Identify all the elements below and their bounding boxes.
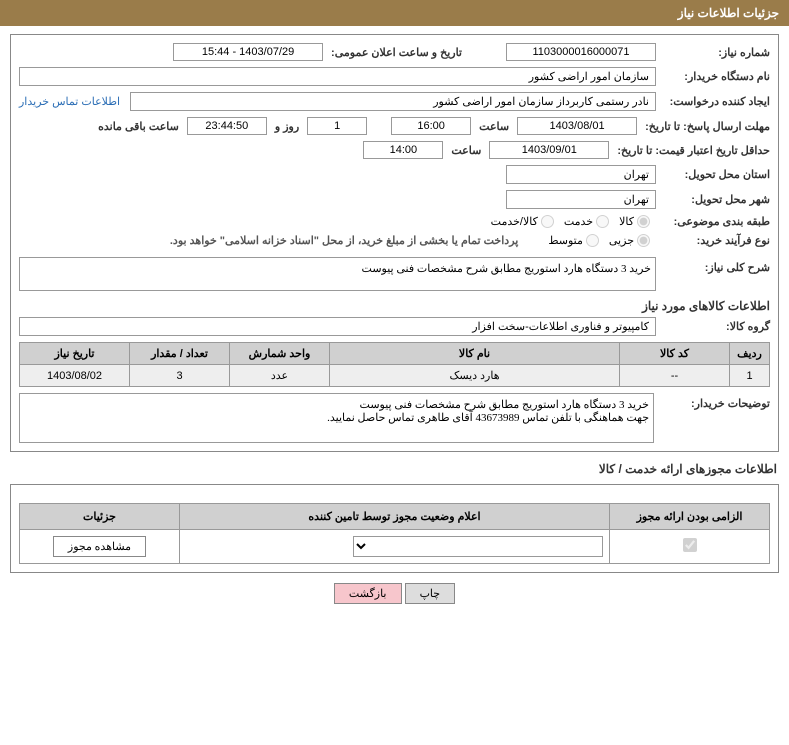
perm-status-select[interactable] bbox=[353, 536, 603, 557]
radio-small: جزیی bbox=[609, 234, 650, 247]
time-label-1: ساعت bbox=[479, 120, 509, 133]
row-overall-desc: شرح کلی نیاز: bbox=[19, 257, 770, 291]
radio-small-input bbox=[637, 234, 650, 247]
page-header: جزئیات اطلاعات نیاز bbox=[0, 0, 789, 26]
row-buyer-desc: توضیحات خریدار: bbox=[19, 393, 770, 443]
th-code: کد کالا bbox=[620, 343, 730, 365]
remaining-label: ساعت باقی مانده bbox=[98, 120, 179, 133]
radio-goods-input bbox=[637, 215, 650, 228]
row-category: طبقه بندی موضوعی: کالا خدمت کالا/خدمت bbox=[19, 215, 770, 228]
requester-label: ایجاد کننده درخواست: bbox=[660, 95, 770, 108]
row-need-number: شماره نیاز: 1103000016000071 تاریخ و ساع… bbox=[19, 43, 770, 61]
row-process: نوع فرآیند خرید: جزیی متوسط پرداخت تمام … bbox=[19, 234, 770, 247]
td-unit: عدد bbox=[230, 365, 330, 387]
days-value: 1 bbox=[307, 117, 367, 135]
requester-value: نادر رستمی کاربرداز سازمان امور اراضی کش… bbox=[130, 92, 656, 111]
row-delivery-city: شهر محل تحویل: تهران bbox=[19, 190, 770, 209]
td-name: هارد دیسک bbox=[330, 365, 620, 387]
table-row: 1 -- هارد دیسک عدد 3 1403/08/02 bbox=[20, 365, 770, 387]
perm-status-cell bbox=[180, 530, 610, 564]
td-qty: 3 bbox=[130, 365, 230, 387]
radio-service-label: خدمت bbox=[564, 215, 593, 228]
td-date: 1403/08/02 bbox=[20, 365, 130, 387]
goods-table: ردیف کد کالا نام کالا واحد شمارش تعداد /… bbox=[19, 342, 770, 387]
payment-note: پرداخت تمام یا بخشی از مبلغ خرید، از محل… bbox=[170, 234, 518, 247]
permissions-table: الزامی بودن ارائه مجوز اعلام وضعیت مجوز … bbox=[19, 503, 770, 564]
response-date-value: 1403/08/01 bbox=[517, 117, 637, 135]
need-number-label: شماره نیاز: bbox=[660, 46, 770, 59]
back-button[interactable]: بازگشت bbox=[334, 583, 402, 604]
response-deadline-label: مهلت ارسال پاسخ: تا تاریخ: bbox=[641, 120, 770, 133]
footer-buttons: چاپ بازگشت bbox=[0, 583, 789, 604]
radio-goods-label: کالا bbox=[619, 215, 634, 228]
th-date: تاریخ نیاز bbox=[20, 343, 130, 365]
row-buyer-org: نام دستگاه خریدار: سازمان امور اراضی کشو… bbox=[19, 67, 770, 86]
radio-service: خدمت bbox=[564, 215, 609, 228]
min-validity-label: حداقل تاریخ اعتبار قیمت: تا تاریخ: bbox=[613, 144, 770, 157]
buyer-desc-text bbox=[19, 393, 654, 443]
day-and-label: روز و bbox=[275, 120, 299, 133]
response-time-value: 16:00 bbox=[391, 117, 471, 135]
main-section: شماره نیاز: 1103000016000071 تاریخ و ساع… bbox=[10, 34, 779, 452]
perm-th-status: اعلام وضعیت مجوز توسط تامین کننده bbox=[180, 504, 610, 530]
radio-medium: متوسط bbox=[548, 234, 599, 247]
th-name: نام کالا bbox=[330, 343, 620, 365]
permissions-section: الزامی بودن ارائه مجوز اعلام وضعیت مجوز … bbox=[10, 484, 779, 573]
row-delivery-province: استان محل تحویل: تهران bbox=[19, 165, 770, 184]
goods-group-value: کامپیوتر و فناوری اطلاعات-سخت افزار bbox=[19, 317, 656, 336]
delivery-city-value: تهران bbox=[506, 190, 656, 209]
row-requester: ایجاد کننده درخواست: نادر رستمی کاربرداز… bbox=[19, 92, 770, 111]
td-row: 1 bbox=[730, 365, 770, 387]
th-unit: واحد شمارش bbox=[230, 343, 330, 365]
min-validity-time: 14:00 bbox=[363, 141, 443, 159]
process-label: نوع فرآیند خرید: bbox=[660, 234, 770, 247]
buyer-org-label: نام دستگاه خریدار: bbox=[660, 70, 770, 83]
permissions-title: اطلاعات مجوزهای ارائه خدمت / کالا bbox=[0, 462, 777, 476]
row-min-validity: حداقل تاریخ اعتبار قیمت: تا تاریخ: 1403/… bbox=[19, 141, 770, 159]
row-response-deadline: مهلت ارسال پاسخ: تا تاریخ: 1403/08/01 سا… bbox=[19, 117, 770, 135]
delivery-province-label: استان محل تحویل: bbox=[660, 168, 770, 181]
td-code: -- bbox=[620, 365, 730, 387]
page-title: جزئیات اطلاعات نیاز bbox=[678, 6, 779, 20]
announce-label: تاریخ و ساعت اعلان عمومی: bbox=[331, 46, 462, 59]
radio-small-label: جزیی bbox=[609, 234, 634, 247]
radio-medium-label: متوسط bbox=[548, 234, 583, 247]
buyer-org-value: سازمان امور اراضی کشور bbox=[19, 67, 656, 86]
buyer-desc-label: توضیحات خریدار: bbox=[660, 393, 770, 410]
perm-details-cell: مشاهده مجوز bbox=[20, 530, 180, 564]
print-button[interactable]: چاپ bbox=[405, 583, 456, 604]
perm-mandatory-cell bbox=[610, 530, 770, 564]
delivery-city-label: شهر محل تحویل: bbox=[660, 193, 770, 206]
buyer-contact-link[interactable]: اطلاعات تماس خریدار bbox=[19, 95, 120, 108]
radio-medium-input bbox=[586, 234, 599, 247]
overall-desc-text bbox=[19, 257, 656, 291]
th-row: ردیف bbox=[730, 343, 770, 365]
delivery-province-value: تهران bbox=[506, 165, 656, 184]
perm-row: مشاهده مجوز bbox=[20, 530, 770, 564]
perm-th-details: جزئیات bbox=[20, 504, 180, 530]
need-number-value: 1103000016000071 bbox=[506, 43, 656, 61]
th-qty: تعداد / مقدار bbox=[130, 343, 230, 365]
perm-mandatory-checkbox bbox=[683, 538, 697, 552]
row-goods-group: گروه کالا: کامپیوتر و فناوری اطلاعات-سخت… bbox=[19, 317, 770, 336]
radio-goods-service: کالا/خدمت bbox=[491, 215, 554, 228]
time-label-2: ساعت bbox=[451, 144, 481, 157]
radio-service-input bbox=[596, 215, 609, 228]
goods-info-title: اطلاعات کالاهای مورد نیاز bbox=[19, 299, 770, 313]
countdown-value: 23:44:50 bbox=[187, 117, 267, 135]
table-header-row: ردیف کد کالا نام کالا واحد شمارش تعداد /… bbox=[20, 343, 770, 365]
radio-goods: کالا bbox=[619, 215, 650, 228]
category-label: طبقه بندی موضوعی: bbox=[660, 215, 770, 228]
perm-header-row: الزامی بودن ارائه مجوز اعلام وضعیت مجوز … bbox=[20, 504, 770, 530]
goods-group-label: گروه کالا: bbox=[660, 320, 770, 333]
radio-goods-service-input bbox=[541, 215, 554, 228]
perm-th-mandatory: الزامی بودن ارائه مجوز bbox=[610, 504, 770, 530]
announce-value: 1403/07/29 - 15:44 bbox=[173, 43, 323, 61]
radio-goods-service-label: کالا/خدمت bbox=[491, 215, 538, 228]
overall-desc-label: شرح کلی نیاز: bbox=[660, 257, 770, 274]
view-permission-button[interactable]: مشاهده مجوز bbox=[53, 536, 146, 557]
min-validity-date: 1403/09/01 bbox=[489, 141, 609, 159]
